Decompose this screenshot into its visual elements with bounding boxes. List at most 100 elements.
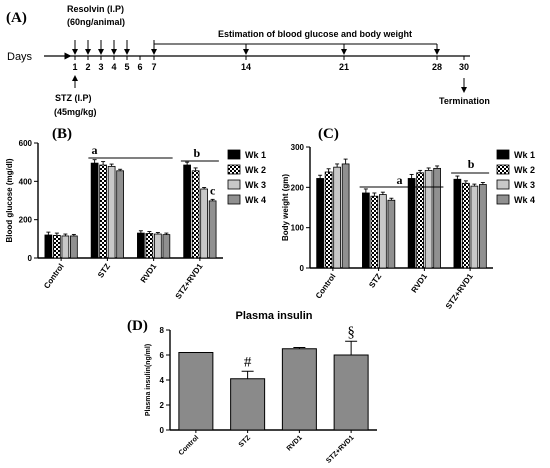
panel-label: (C) bbox=[318, 126, 339, 142]
bar-wk-3 bbox=[379, 194, 387, 269]
bar-wk-1 bbox=[362, 192, 370, 269]
bar-wk-4 bbox=[433, 167, 441, 269]
category-label: STZ+RVD1 bbox=[325, 434, 355, 464]
day-label-1: 1 bbox=[72, 62, 77, 72]
annotation-b: b bbox=[194, 146, 201, 160]
bar-wk-1 bbox=[316, 178, 324, 269]
y-tick-label: 2 bbox=[160, 401, 165, 410]
legend-label: Wk 4 bbox=[514, 195, 535, 205]
legend-swatch bbox=[227, 164, 241, 175]
bar-wk-4 bbox=[387, 199, 396, 269]
legend-swatch bbox=[496, 194, 510, 205]
category-label: Control bbox=[42, 262, 66, 290]
bar-wk-4 bbox=[208, 200, 217, 259]
blood-glucose-chart: (B) 0 200 400 600 Blood glucose (mg/dl) Contro… bbox=[5, 126, 266, 301]
bar-wk-2 bbox=[53, 234, 61, 259]
y-tick-label: 600 bbox=[19, 139, 33, 148]
day-label-14: 14 bbox=[241, 62, 251, 72]
bar-wk-2 bbox=[462, 182, 470, 269]
legend-swatch bbox=[496, 149, 510, 160]
bar-wk-4 bbox=[116, 170, 124, 259]
termination-label: Termination bbox=[439, 96, 490, 106]
bar-wk-1 bbox=[90, 162, 99, 259]
category-label: RVD1 bbox=[286, 434, 304, 452]
annotation-a: a bbox=[397, 173, 403, 187]
bar-wk-2 bbox=[324, 171, 333, 269]
y-tick-label: 200 bbox=[291, 183, 305, 192]
day-label-28: 28 bbox=[432, 62, 442, 72]
y-tick-label: 0 bbox=[300, 264, 305, 273]
day-label-7: 7 bbox=[151, 62, 156, 72]
legend-swatch bbox=[227, 194, 241, 205]
y-tick-label: 200 bbox=[19, 216, 33, 225]
bar-wk-3 bbox=[424, 169, 433, 269]
bar-wk-3 bbox=[154, 233, 162, 259]
legend-swatch bbox=[227, 179, 241, 190]
bar-wk-2 bbox=[370, 195, 379, 269]
bar-wk-4 bbox=[70, 235, 78, 259]
estimation-label: Estimation of blood glucose and body wei… bbox=[218, 29, 412, 39]
bar-wk-3 bbox=[333, 166, 341, 269]
category-label: Control bbox=[314, 272, 338, 300]
insulin-bar bbox=[281, 348, 317, 431]
y-tick-label: 0 bbox=[28, 254, 33, 263]
panel-a-label: (A) bbox=[6, 10, 27, 26]
body-weight-chart: (C) 0 100 200 300 Body weight (gm) Control STZ R… bbox=[281, 126, 535, 311]
bar-wk-4 bbox=[162, 234, 171, 259]
resolvin-title: Resolvin (I.P) bbox=[67, 4, 124, 14]
y-axis-label: Body weight (gm) bbox=[281, 174, 290, 241]
legend: Wk 1 Wk 2 Wk 3 Wk 4 bbox=[227, 149, 266, 205]
bar-wk-3 bbox=[107, 165, 116, 259]
chart-title: Plasma insulin bbox=[235, 310, 312, 322]
annotation-a: a bbox=[92, 143, 98, 157]
y-axis-label: Plasma insulin(ng/ml) bbox=[145, 344, 152, 416]
legend-swatch bbox=[227, 149, 241, 160]
legend-swatch bbox=[496, 164, 510, 175]
panel-label: (B) bbox=[52, 126, 72, 142]
y-tick-label: 400 bbox=[19, 177, 33, 186]
timeline-lines bbox=[44, 40, 470, 93]
bar-wk-3 bbox=[200, 188, 208, 259]
category-label: STZ bbox=[96, 262, 112, 280]
bar-wk-2 bbox=[99, 164, 107, 259]
y-tick-label: 0 bbox=[160, 426, 165, 435]
annotation-b: b bbox=[468, 157, 475, 171]
bar-wk-3 bbox=[470, 185, 479, 269]
day-label-3: 3 bbox=[98, 62, 103, 72]
legend-label: Wk 4 bbox=[245, 195, 266, 205]
day-label-30: 30 bbox=[459, 62, 469, 72]
bar-wk-1 bbox=[407, 178, 416, 269]
bar-wk-4 bbox=[479, 184, 487, 269]
bar-wk-4 bbox=[341, 163, 350, 269]
days-label: Days bbox=[7, 51, 33, 63]
day-label-2: 2 bbox=[85, 62, 90, 72]
timeline-day-ticks: 1 2 3 4 5 6 7 14 21 28 30 bbox=[72, 56, 469, 72]
category-label: STZ+RVD1 bbox=[174, 262, 205, 301]
legend-label: Wk 3 bbox=[245, 180, 266, 190]
day-label-4: 4 bbox=[111, 62, 116, 72]
category-label: STZ+RVD1 bbox=[444, 272, 475, 311]
category-label: STZ bbox=[238, 434, 253, 449]
legend-label: Wk 1 bbox=[514, 150, 535, 160]
insulin-bar bbox=[230, 378, 266, 431]
legend: Wk 1 Wk 2 Wk 3 Wk 4 bbox=[496, 149, 535, 205]
category-label: Control bbox=[178, 434, 201, 457]
category-label: RVD1 bbox=[409, 272, 429, 295]
y-tick-label: 4 bbox=[160, 376, 165, 385]
bar-wk-1 bbox=[44, 234, 53, 259]
legend-label: Wk 1 bbox=[245, 150, 266, 160]
legend-label: Wk 3 bbox=[514, 180, 535, 190]
panel-label: (D) bbox=[127, 318, 148, 334]
resolvin-dose: (60ng/animal) bbox=[67, 17, 125, 27]
insulin-bar bbox=[333, 354, 369, 431]
bar-wk-3 bbox=[61, 235, 70, 259]
annotation: # bbox=[244, 354, 252, 370]
bar-wk-2 bbox=[191, 170, 200, 259]
insulin-bar bbox=[178, 352, 214, 431]
category-label: STZ bbox=[367, 272, 383, 290]
y-axis-label: Blood glucose (mg/dl) bbox=[5, 158, 14, 242]
y-tick-label: 100 bbox=[291, 224, 305, 233]
bar-wk-1 bbox=[137, 232, 145, 259]
category-label: RVD1 bbox=[139, 262, 159, 285]
